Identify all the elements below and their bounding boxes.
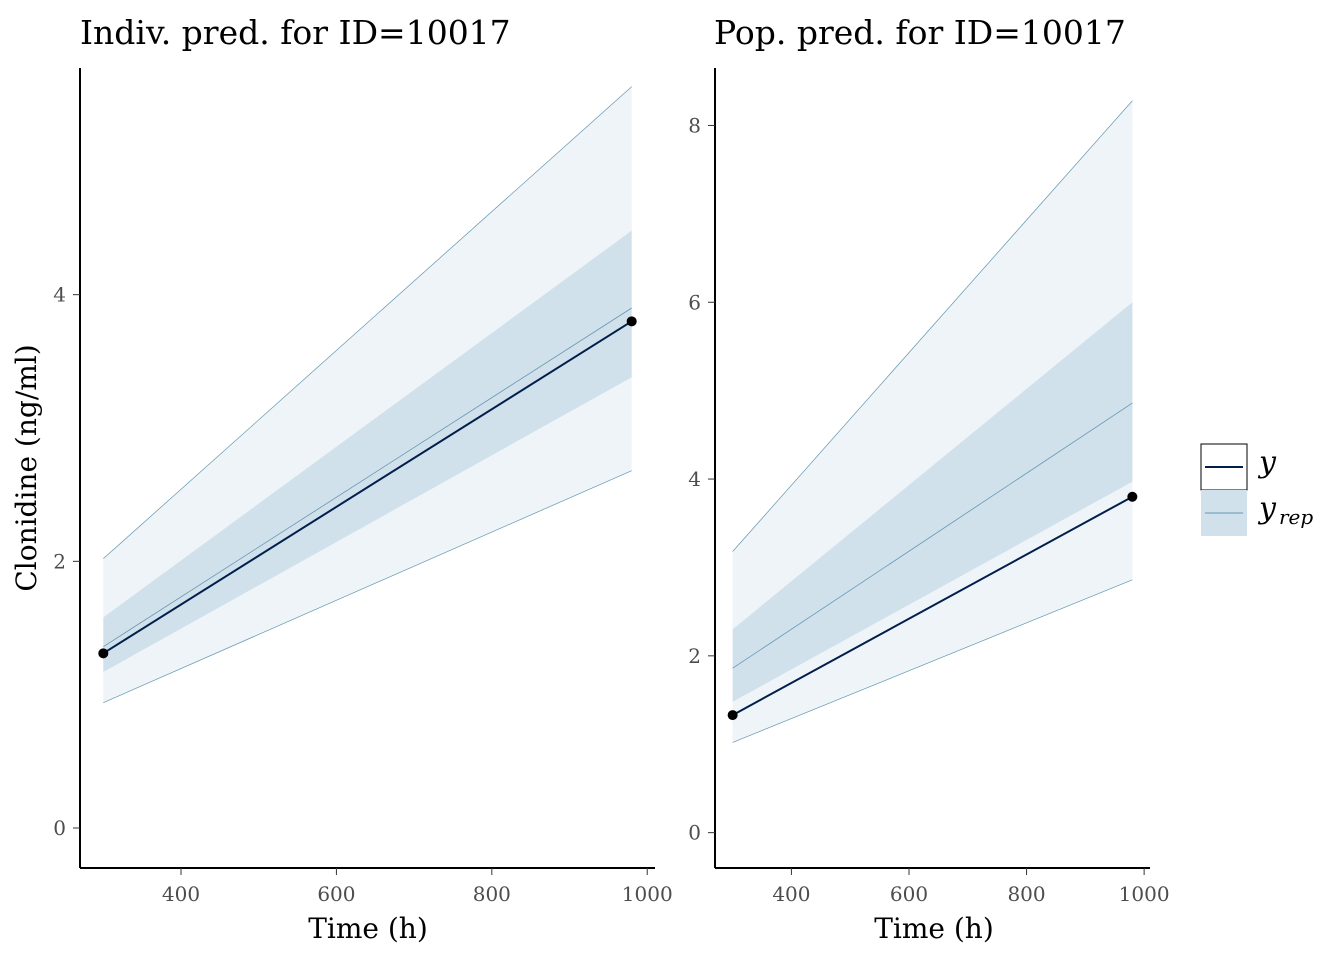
- legend: y y rep: [1200, 443, 1313, 536]
- ribbon-outer-upper-edge: [732, 100, 1133, 552]
- x-tick-label: 1000: [622, 882, 673, 906]
- yrep-median-line: [732, 402, 1133, 669]
- axes: [708, 68, 1150, 875]
- axes: [73, 68, 655, 875]
- y-axis-title: Clonidine (ng/ml): [10, 344, 43, 591]
- series-lines: [732, 402, 1133, 716]
- panel-indiv-pred: Indiv. pred. for ID=10017 0 2 4 400 600 800 10…: [10, 13, 673, 945]
- x-tick-label: 400: [772, 882, 810, 906]
- legend-label-yrep-sub: rep: [1279, 505, 1313, 529]
- tick-labels: 0 2 4 400 600 800 1000: [53, 283, 672, 906]
- series-lines: [102, 307, 633, 655]
- ribbons: [103, 86, 632, 703]
- y-tick-label: 4: [53, 283, 66, 307]
- ribbon-outer-lower-edge: [103, 470, 632, 703]
- x-tick-label: 800: [1007, 882, 1045, 906]
- x-axis-title: Time (h): [874, 912, 994, 945]
- y-tick-label: 4: [688, 467, 701, 491]
- y-observed-line: [102, 320, 633, 655]
- data-point: [1127, 491, 1138, 502]
- data-point: [727, 710, 738, 721]
- x-tick-label: 800: [473, 882, 511, 906]
- x-tick-label: 400: [162, 882, 200, 906]
- legend-label-y: y: [1257, 445, 1277, 480]
- y-tick-label: 0: [53, 816, 66, 840]
- data-point: [98, 648, 109, 659]
- x-tick-label: 1000: [1119, 882, 1170, 906]
- data-point: [626, 316, 637, 327]
- y-tick-label: 0: [688, 821, 701, 845]
- chart-title: Pop. pred. for ID=10017: [714, 13, 1126, 52]
- yrep-median-line: [103, 307, 632, 648]
- legend-label-yrep-main: y: [1257, 491, 1277, 526]
- y-tick-label: 8: [688, 113, 701, 137]
- y-tick-label: 2: [53, 549, 66, 573]
- data-points: [98, 316, 637, 659]
- x-tick-label: 600: [317, 882, 355, 906]
- ribbons: [732, 100, 1133, 743]
- y-tick-label: 2: [688, 644, 701, 668]
- y-tick-label: 6: [688, 290, 701, 314]
- panel-pop-pred: Pop. pred. for ID=10017 0 2 4 6 8 400 600 800 10…: [688, 13, 1169, 945]
- ribbon-outer-lower-edge: [732, 579, 1133, 743]
- x-tick-label: 600: [890, 882, 928, 906]
- data-points: [727, 491, 1138, 721]
- ribbon-outer-upper-edge: [103, 86, 632, 559]
- y-observed-line: [732, 495, 1133, 716]
- legend-label-yrep: y rep: [1257, 491, 1313, 529]
- tick-labels: 0 2 4 6 8 400 600 800 1000: [688, 113, 1169, 906]
- x-axis-title: Time (h): [308, 912, 428, 945]
- chart-title: Indiv. pred. for ID=10017: [80, 13, 511, 52]
